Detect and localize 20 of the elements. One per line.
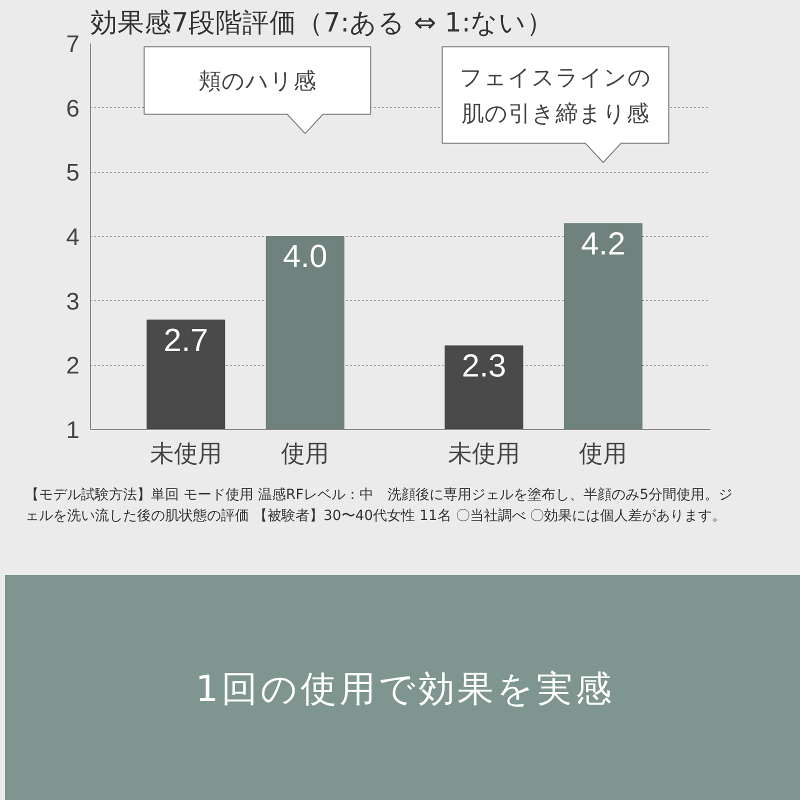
x-tick-label: 未使用 — [448, 440, 520, 468]
y-tick-label: 3 — [66, 288, 80, 316]
text: 【モデル試験方法】単回 モード使用 温感RFレベル：中 洗顔後に専用ジェルを塗布し、半顔のみ5分間使用。ジェルを洗い流した後の肌状態の評価 【被験者】30〜40代女性 11名 〇当社調べ 〇効果には個人差があります。 — [25, 486, 734, 526]
x-tick-label: 使用 — [281, 440, 330, 468]
y-tick-label: 1 — [66, 417, 80, 444]
annotation: 頬のハリ感 — [198, 67, 316, 94]
x-tick-label: 使用 — [579, 440, 628, 468]
data-label: 2.3 — [462, 348, 506, 384]
y-tick-label: 7 — [66, 31, 80, 58]
y-tick-label: 2 — [66, 352, 80, 380]
annotation: フェイスラインの肌の引き締まり感 — [460, 64, 652, 126]
data-label: 4.0 — [282, 238, 328, 274]
data-label: 4.2 — [580, 225, 626, 262]
chart-title: 効果感7段階評価（7:ある ⇔ 1:ない） — [90, 8, 554, 38]
y-tick-label: 5 — [66, 160, 80, 187]
data-label: 2.7 — [164, 322, 208, 358]
y-tick-label: 6 — [66, 95, 80, 122]
text: 1回の使用で効果を実感 — [196, 668, 614, 712]
y-tick-label: 4 — [66, 224, 80, 251]
x-tick-label: 未使用 — [150, 440, 222, 468]
